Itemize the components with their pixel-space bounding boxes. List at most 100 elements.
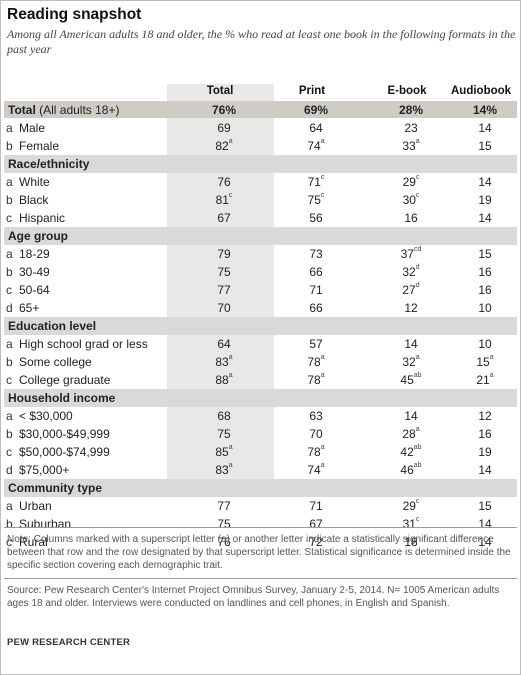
total-cell: 14% [472,103,498,117]
table-cell: 82a [215,138,233,153]
table-cell: 67 [217,211,231,225]
table-row: b $30,000-$49,999 75 70 28a 16 [4,425,517,443]
row-label: White [19,175,50,189]
row-label: High school grad or less [19,337,148,351]
significance-marker: c [320,174,325,181]
significance-marker: a [228,354,233,361]
row-label: College graduate [19,373,111,387]
table-row: c $50,000-$74,999 85a 78a 42ab 19 [4,443,517,461]
table-row: b Some college 83a 78a 32a 15a [4,353,517,371]
row-letter: a [6,337,13,351]
table-row: b 30-49 75 66 32d 16 [4,263,517,281]
table-cell: 27d [402,282,420,297]
row-label: 65+ [19,301,40,315]
table-row: c Rural 76 72 18 14 [4,533,517,551]
significance-marker: a [320,354,325,361]
table-cell: 33a [402,138,420,153]
table-cell: 21a [476,372,494,387]
table-cell: 79 [217,247,231,261]
table-cell: 70 [309,427,323,441]
row-label: Female [19,139,60,153]
table-cell: 14 [404,337,418,351]
significance-marker: c [415,192,420,199]
table-cell: 29c [402,498,420,513]
table-cell: 75 [217,427,231,441]
table-cell: 72 [309,535,323,549]
table-cell: 75 [217,265,231,279]
table-cell: 14 [478,517,492,531]
row-letter: c [6,445,12,459]
section-header: Education level [4,317,517,335]
section-header: Community type [4,479,517,497]
row-label: $30,000-$49,999 [19,427,110,441]
significance-marker: ab [413,444,422,451]
row-label: Hispanic [19,211,66,225]
table-cell: 83a [215,354,233,369]
table-cell: 81c [215,192,233,207]
table-cell: 14 [478,121,492,135]
section-header-label: Race/ethnicity [8,157,90,171]
row-label: 18-29 [19,247,50,261]
table-cell: 14 [478,463,492,477]
table-row: a White 76 71c 29c 14 [4,173,517,191]
table-cell: 77 [217,499,231,513]
significance-marker: c [415,498,420,505]
significance-marker: a [320,372,325,379]
table-cell: 30c [402,192,420,207]
table-cell: 66 [309,265,323,279]
table-row: c 50-64 77 71 27d 16 [4,281,517,299]
significance-marker: c [415,174,420,181]
row-label: Male [19,121,46,135]
column-header-ebook: E-book [387,85,427,97]
row-letter: c [6,373,12,387]
table-row: d $75,000+ 83a 74a 46ab 14 [4,461,517,479]
significance-marker: a [320,444,325,451]
table-cell: 16 [478,283,492,297]
significance-marker: c [415,516,420,523]
table-cell: 12 [404,301,418,315]
table-row: c Hispanic 67 56 16 14 [4,209,517,227]
total-cell: 76% [211,103,237,117]
section-header-label: Education level [8,319,97,333]
total-cell: 69% [303,103,329,117]
row-letter: d [6,301,13,315]
significance-marker: a [320,138,325,145]
significance-marker: d [415,264,420,271]
table-cell: 63 [309,409,323,423]
row-letter: b [6,355,13,369]
row-letter: a [6,121,13,135]
table-cell: 42ab [400,444,422,459]
total-cell: 28% [398,103,424,117]
row-letter: b [6,265,13,279]
table-cell: 32d [402,264,420,279]
table-cell: 29c [402,174,420,189]
column-header-print: Print [298,85,326,97]
significance-marker: a [228,138,233,145]
significance-marker: a [415,138,420,145]
source-note: Source: Pew Research Center's Internet P… [7,585,500,609]
divider [4,578,517,579]
table-cell: 15 [478,139,492,153]
table-cell: 74a [307,462,325,477]
table-cell: 19 [478,445,492,459]
table-row: a Urban 77 71 29c 15 [4,497,517,515]
table-cell: 78a [307,372,325,387]
row-label: $50,000-$74,999 [19,445,110,459]
table-cell: 46ab [400,462,422,477]
table-cell: 66 [309,301,323,315]
significance-marker: ab [413,462,422,469]
row-label: Urban [19,499,52,513]
table-cell: 10 [478,301,492,315]
table-cell: 18 [404,535,418,549]
total-label: Total [8,103,40,117]
row-label: Some college [19,355,92,369]
table-cell: 23 [404,121,418,135]
table-row: b Black 81c 75c 30c 19 [4,191,517,209]
table-cell: 76 [217,535,231,549]
table-cell: 14 [478,211,492,225]
table-cell: 16 [478,427,492,441]
row-letter: a [6,175,13,189]
table-cell: 37cd [400,246,422,261]
table-row: d 65+ 70 66 12 10 [4,299,517,317]
row-label: 30-49 [19,265,50,279]
